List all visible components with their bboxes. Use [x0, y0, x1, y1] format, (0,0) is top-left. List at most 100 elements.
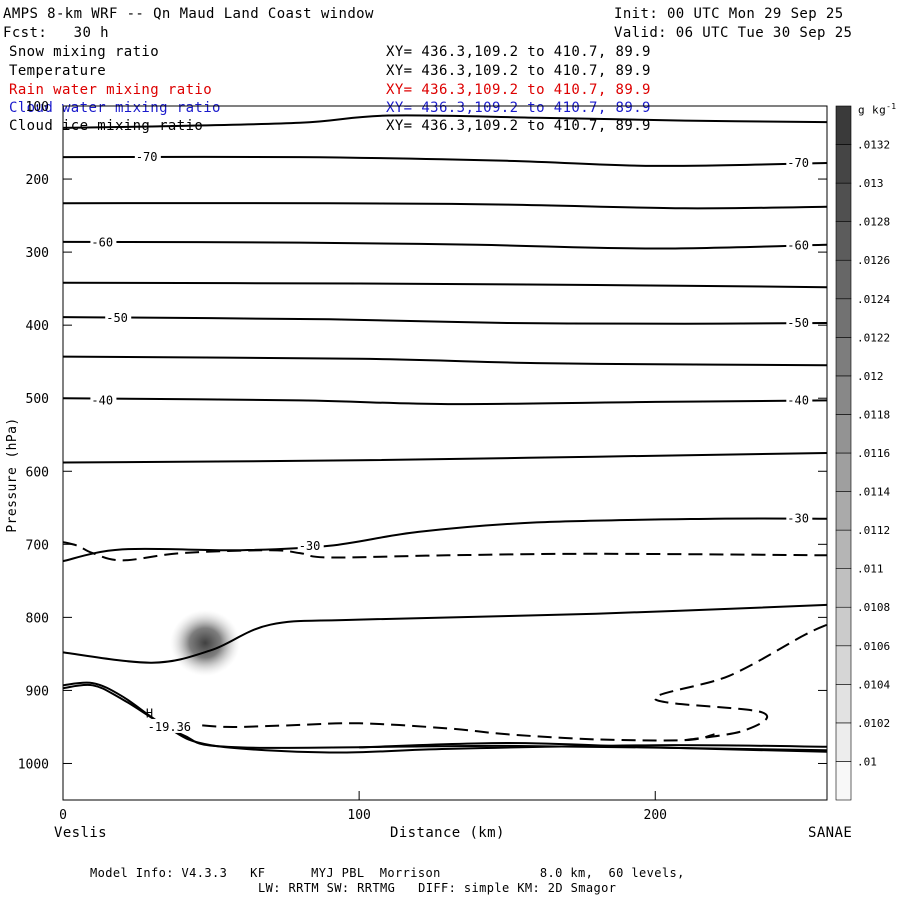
y-tick-label: 500 [26, 392, 49, 407]
x-tick-label: 0 [59, 808, 67, 823]
model-info: Model Info: V4.3.3 KF MYJ PBL Morrison 8… [90, 866, 685, 880]
colorbar-tick-label: .013 [857, 177, 884, 190]
isotherm-label-bg [90, 234, 117, 249]
isotherm-label: -19.36 [148, 720, 191, 734]
isotherm-label: -30 [787, 512, 809, 526]
colorbar-tick-label: .0118 [857, 408, 890, 421]
isotherm-tm30 [62, 517, 828, 563]
colorbar-segment [835, 414, 852, 454]
isotherm-d2 [181, 722, 715, 742]
y-tick-label: 700 [26, 538, 49, 553]
field-xy-cloud-ice: XY= 436.3,109.2 to 410.7, 89.9 [386, 118, 651, 134]
colorbar-segment [835, 144, 852, 184]
colorbar-segment [835, 221, 852, 261]
colorbar-segment [835, 182, 852, 222]
colorbar-tick-label: .0114 [857, 486, 890, 499]
y-tick-label: 300 [26, 246, 49, 261]
colorbar-segment [835, 761, 852, 801]
colorbar-tick-label: .01 [857, 755, 877, 768]
y-tick-label: 200 [26, 173, 49, 188]
colorbar-tick-label: .0122 [857, 331, 890, 344]
x-right-endpoint: SANAE [808, 825, 853, 841]
isotherm-label: -60 [787, 239, 809, 253]
isotherm-tm25 [62, 603, 828, 664]
colorbar-unit-exp: -1 [886, 102, 897, 111]
y-axis-title: Pressure (hPa) [5, 417, 20, 533]
field-xy-snow: XY= 436.3,109.2 to 410.7, 89.9 [386, 44, 651, 60]
colorbar-segment [835, 105, 852, 145]
isotherm-tm55 [62, 281, 828, 289]
colorbar-tick-label: .0128 [857, 216, 890, 229]
high-marker: H [146, 706, 153, 720]
isotherm-tm50 [62, 316, 828, 325]
colorbar-unit: g kg-1 [858, 102, 897, 117]
field-name-snow: Snow mixing ratio [9, 44, 160, 60]
y-tick-label: 800 [26, 611, 49, 626]
isotherm-t100 [62, 114, 828, 129]
chart-title: AMPS 8-km WRF -- Qn Maud Land Coast wind… [3, 6, 374, 22]
isotherm-label: -50 [787, 316, 809, 330]
y-tick-label: 600 [26, 465, 49, 480]
colorbar-segment [835, 491, 852, 531]
colorbar-segment [835, 298, 852, 338]
colorbar-segment [835, 645, 852, 685]
colorbar-tick-label: .0112 [857, 524, 890, 537]
field-name-rain: Rain water mixing ratio [9, 82, 213, 98]
colorbar-segment [835, 259, 852, 300]
isotherm-label: -40 [787, 393, 809, 407]
y-tick-label: 1000 [18, 757, 49, 772]
isotherm-lowB [62, 683, 828, 752]
x-axis-title: Distance (km) [390, 825, 505, 841]
colorbar-tick-label: .0102 [857, 717, 890, 730]
valid-time: Valid: 06 UTC Tue 30 Sep 25 [614, 25, 853, 41]
field-name-cloud-water: Cloud water mixing ratio [9, 100, 221, 116]
colorbar-tick-label: .012 [857, 370, 884, 383]
isotherm-label: -40 [91, 393, 113, 407]
isotherm-d1 [62, 541, 828, 562]
colorbar-segment [835, 568, 852, 608]
isotherm-tm70 [62, 155, 828, 167]
colorbar-segment [835, 337, 852, 377]
colorbar-segment [835, 375, 852, 415]
isotherm-tm45 [62, 355, 828, 367]
isotherm-label-bg [134, 149, 161, 164]
forecast-hour: Fcst: 30 h [3, 25, 109, 41]
isotherm-label-bg [786, 510, 813, 525]
y-tick-label: 100 [26, 100, 49, 115]
colorbar-segment [835, 606, 852, 647]
colorbar-tick-label: .0116 [857, 447, 890, 460]
isotherm-label-bg [297, 537, 324, 552]
isotherm-d3 [654, 623, 828, 742]
isotherm-label: -50 [106, 311, 128, 325]
isotherm-tm40 [62, 397, 828, 406]
field-xy-cloud-water: XY= 436.3,109.2 to 410.7, 89.9 [386, 100, 651, 116]
y-tick-label: 400 [26, 319, 49, 334]
model-physics: LW: RRTM SW: RRTMG DIFF: simple KM: 2D S… [258, 881, 617, 895]
colorbar-tick-label: .0132 [857, 139, 890, 152]
isotherm-label-bg [786, 314, 813, 329]
init-time: Init: 00 UTC Mon 29 Sep 25 [614, 6, 844, 22]
colorbar-segment [835, 684, 852, 724]
x-tick-label: 100 [347, 808, 370, 823]
isotherm-tm60 [62, 240, 828, 250]
isotherm-label-bg [786, 392, 813, 407]
isotherm-label-bg [786, 154, 813, 169]
x-left-endpoint: Veslis [54, 825, 107, 841]
isotherm-lowA [62, 681, 828, 754]
isotherm-lowC [359, 742, 828, 753]
field-xy-temperature: XY= 436.3,109.2 to 410.7, 89.9 [386, 63, 651, 79]
isotherm-tm35 [62, 452, 828, 464]
y-tick-label: 900 [26, 684, 49, 699]
colorbar-tick-label: .0106 [857, 640, 890, 653]
isotherm-label-bg [105, 309, 132, 324]
isotherm-label: -30 [299, 539, 321, 553]
isotherm-label: -70 [136, 150, 158, 164]
isotherm-label: -60 [91, 236, 113, 250]
isotherm-label: -70 [787, 156, 809, 170]
colorbar-tick-label: .0126 [857, 254, 890, 267]
colorbar-segment [835, 452, 852, 492]
isotherm-label-bg [786, 237, 813, 252]
plot-frame [62, 105, 828, 801]
x-tick-label: 200 [644, 808, 667, 823]
